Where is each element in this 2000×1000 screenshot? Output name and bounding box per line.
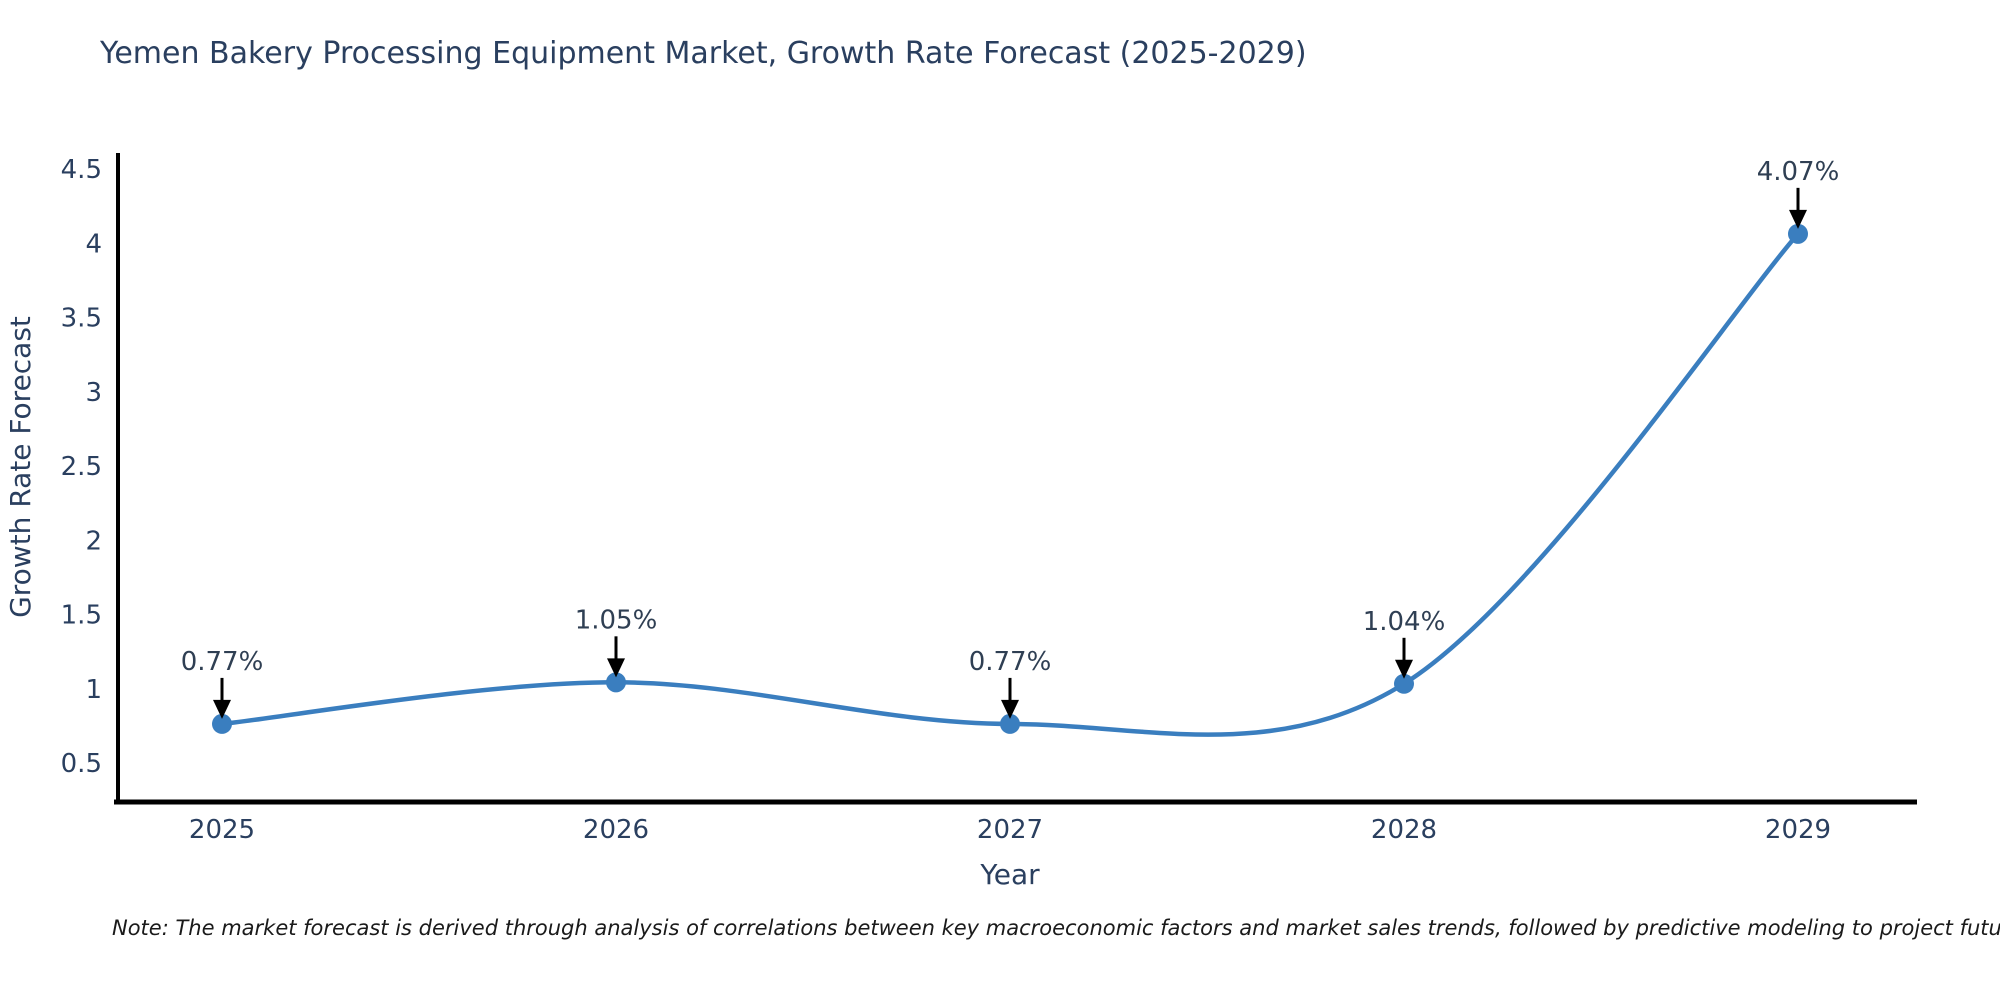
y-tick-label: 2 [85, 526, 102, 556]
data-point-2029[interactable] [1788, 223, 1808, 244]
y-tick-label: 0.5 [61, 749, 102, 779]
y-axis-title: Growth Rate Forecast [4, 316, 37, 618]
trend-line [219, 231, 1801, 737]
annotation-arrowhead [607, 658, 625, 678]
annotation-arrowhead [1789, 209, 1807, 229]
y-tick-label: 1.5 [61, 601, 102, 631]
point-label-2025: 0.77% [181, 647, 264, 677]
point-label-2027: 0.77% [969, 647, 1052, 677]
x-tick-label: 2028 [1371, 815, 1437, 845]
x-tick-label: 2025 [189, 815, 255, 845]
point-label-2028: 1.04% [1363, 607, 1446, 637]
data-point-2025[interactable] [212, 713, 232, 734]
footnote: Note: The market forecast is derived thr… [112, 916, 2000, 940]
annotation-arrowhead [1395, 659, 1413, 679]
data-point-2028[interactable] [1394, 673, 1414, 694]
y-tick-label: 3.5 [61, 304, 102, 334]
x-axis-title: Year [979, 858, 1040, 891]
y-tick-label: 4.5 [61, 155, 102, 185]
point-label-2026: 1.05% [575, 605, 658, 635]
annotation-arrowhead [1001, 699, 1019, 719]
y-tick-label: 3 [85, 378, 102, 408]
annotation-arrowhead [213, 699, 231, 719]
x-tick-label: 2029 [1765, 815, 1831, 845]
data-point-2026[interactable] [606, 672, 626, 693]
data-point-2027[interactable] [1000, 713, 1020, 734]
point-label-2029: 4.07% [1757, 157, 1840, 187]
y-tick-label: 4 [85, 229, 102, 259]
chart-title: Yemen Bakery Processing Equipment Market… [100, 36, 1307, 71]
y-tick-label: 2.5 [61, 452, 102, 482]
x-tick-label: 2027 [977, 815, 1043, 845]
x-tick-label: 2026 [583, 815, 649, 845]
y-tick-label: 1 [85, 675, 102, 705]
